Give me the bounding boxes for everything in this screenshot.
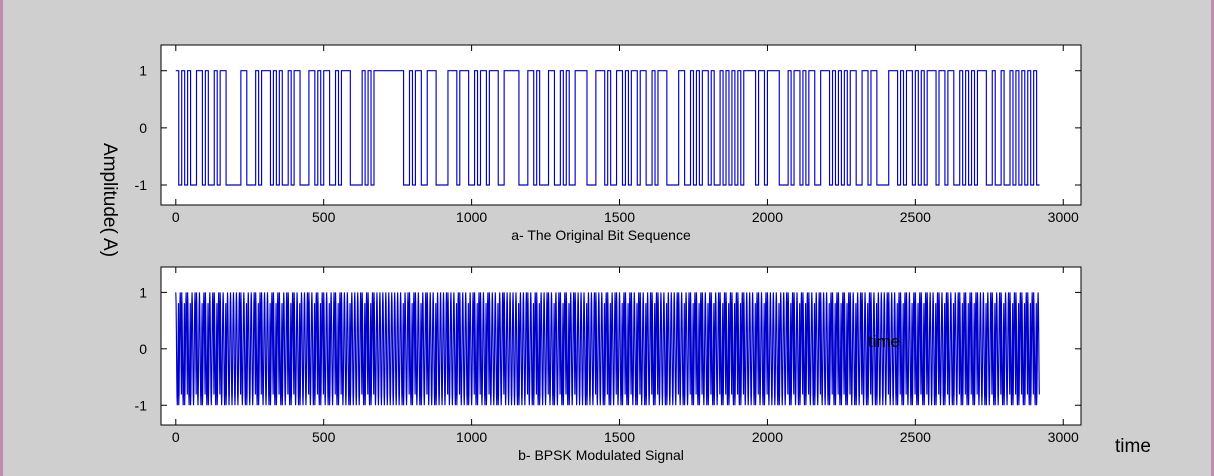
plot-a-xtick-label: 2000 bbox=[752, 209, 783, 225]
plot-a-xtick-label: 3000 bbox=[1048, 209, 1079, 225]
plot-b-xtick-label: 500 bbox=[312, 429, 336, 445]
overlay-label: time bbox=[868, 332, 900, 351]
plot-a-xtick-label: 0 bbox=[172, 209, 180, 225]
plot-a-xtick-label: 2500 bbox=[900, 209, 931, 225]
plot-b-xtick-label: 2500 bbox=[900, 429, 931, 445]
plot-b: 0 500 1000 1500 2000 2500 3000 -1 0 1 b- BPSK Modu… bbox=[135, 266, 1082, 463]
plot-a-axes bbox=[160, 44, 1082, 206]
plot-a-xtick-label: 1500 bbox=[604, 209, 635, 225]
plot-b-signal-line bbox=[175, 292, 1040, 406]
plot-b-title: b- BPSK Modulated Signal bbox=[518, 447, 684, 463]
ylabel: Amplitude( A) bbox=[99, 143, 120, 257]
plot-a-ytick-label: 1 bbox=[139, 63, 147, 79]
plot-b-ytick-label: 0 bbox=[139, 341, 147, 357]
plot-b-xtick-label: 3000 bbox=[1048, 429, 1079, 445]
plot-a: 0 500 1000 1500 2000 2500 3000 -1 0 1 a- The Origi… bbox=[135, 44, 1082, 243]
plot-b-ytick-label: 1 bbox=[139, 284, 147, 300]
plot-b-xtick-label: 1500 bbox=[604, 429, 635, 445]
plot-b-xtick-label: 1000 bbox=[456, 429, 487, 445]
plot-b-ytick-label: -1 bbox=[135, 397, 148, 413]
plot-a-xtick-label: 500 bbox=[312, 209, 336, 225]
plot-a-ytick-label: -1 bbox=[135, 177, 148, 193]
plot-a-xtick-label: 1000 bbox=[456, 209, 487, 225]
plot-a-ytick-label: 0 bbox=[139, 120, 147, 136]
plot-a-signal-line bbox=[175, 70, 1040, 186]
plot-a-title: a- The Original Bit Sequence bbox=[511, 227, 691, 243]
plot-b-xtick-label: 2000 bbox=[752, 429, 783, 445]
xlabel: time bbox=[1115, 436, 1151, 457]
plot-b-xtick-label: 0 bbox=[172, 429, 180, 445]
